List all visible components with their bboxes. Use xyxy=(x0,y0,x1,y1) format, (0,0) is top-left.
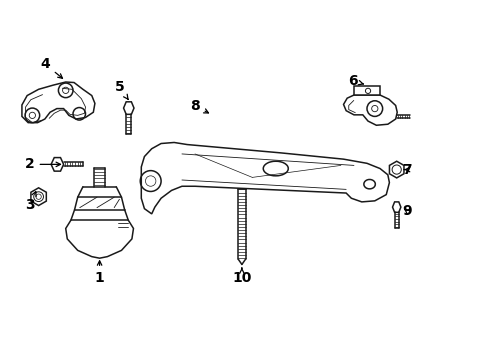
Polygon shape xyxy=(343,95,396,125)
Text: 2: 2 xyxy=(25,157,61,171)
Polygon shape xyxy=(388,161,403,178)
Polygon shape xyxy=(141,143,388,214)
Text: 10: 10 xyxy=(232,268,251,285)
Text: 4: 4 xyxy=(41,57,62,78)
Text: 3: 3 xyxy=(25,192,36,212)
Polygon shape xyxy=(353,86,379,95)
Polygon shape xyxy=(123,102,134,114)
Polygon shape xyxy=(51,158,63,171)
Text: 1: 1 xyxy=(95,261,104,285)
Polygon shape xyxy=(392,202,400,212)
Polygon shape xyxy=(31,188,46,206)
Text: 7: 7 xyxy=(402,163,411,176)
Text: 5: 5 xyxy=(114,80,128,99)
Text: 9: 9 xyxy=(402,204,411,218)
Text: 8: 8 xyxy=(190,99,208,113)
Polygon shape xyxy=(22,82,95,123)
Text: 6: 6 xyxy=(347,74,363,88)
